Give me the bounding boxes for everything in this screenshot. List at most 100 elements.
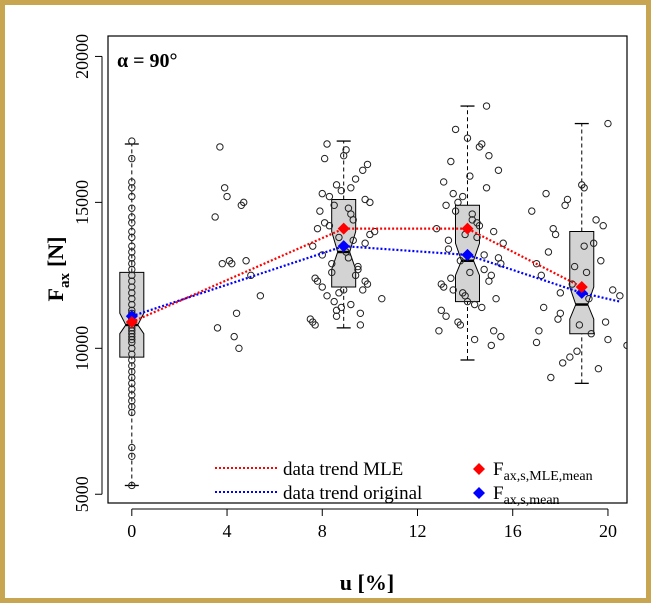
data-point <box>354 265 362 274</box>
data-point <box>580 242 588 250</box>
data-point <box>594 365 603 373</box>
data-point <box>320 219 329 227</box>
y-axis-label: Fax [N] <box>43 237 73 302</box>
data-point <box>363 160 372 169</box>
data-point <box>211 213 219 221</box>
y-tick-label: 5000 <box>72 476 92 512</box>
legend-mle-point-sub: ax,s,MLE,mean <box>504 469 593 484</box>
data-point <box>128 283 136 291</box>
data-point <box>539 303 548 312</box>
data-point <box>487 271 495 280</box>
data-point <box>442 312 450 320</box>
data-point <box>585 294 593 303</box>
data-point <box>537 271 545 280</box>
data-point <box>128 391 136 399</box>
mean-mle-marker <box>337 222 350 235</box>
data-point <box>128 338 136 347</box>
data-point <box>361 277 369 285</box>
data-point <box>466 268 474 277</box>
legend-orig-line: data trend original <box>283 483 422 504</box>
y-label-unit: [N] <box>43 237 68 268</box>
data-point <box>128 335 136 344</box>
data-point <box>242 257 250 265</box>
data-point <box>547 373 555 382</box>
x-tick-label: 4 <box>223 521 232 541</box>
data-point <box>466 172 474 180</box>
data-point <box>599 222 607 230</box>
data-point <box>435 327 443 335</box>
data-point <box>128 271 136 280</box>
data-point <box>566 353 574 361</box>
data-point <box>604 119 612 128</box>
data-point <box>451 125 460 134</box>
data-point <box>332 181 341 189</box>
data-point <box>309 242 317 250</box>
data-point <box>128 350 136 358</box>
data-point <box>325 192 334 201</box>
data-point <box>559 359 567 367</box>
y-label-main: F <box>43 288 68 301</box>
data-point <box>451 207 460 215</box>
data-point <box>128 452 136 460</box>
data-point <box>335 233 343 242</box>
data-point <box>359 166 367 174</box>
legend-mle-line: data trend MLE <box>283 459 403 480</box>
data-point <box>549 224 557 233</box>
legend-mle-point-main: F <box>493 459 504 480</box>
data-point <box>232 309 241 317</box>
data-point <box>128 481 136 490</box>
data-point <box>337 186 346 195</box>
scatter-layer <box>128 102 627 490</box>
data-point <box>473 219 481 227</box>
x-tick-label: 16 <box>504 521 522 541</box>
data-point <box>447 157 455 166</box>
data-point <box>494 166 503 174</box>
data-point <box>235 344 243 353</box>
data-point <box>128 402 136 411</box>
legend-mle-point-marker <box>473 463 485 475</box>
data-point <box>128 242 136 250</box>
trend-line-original <box>131 245 621 318</box>
data-point <box>459 289 467 297</box>
data-point <box>456 257 465 265</box>
data-point <box>218 259 226 268</box>
mean-mle-marker <box>125 316 138 329</box>
data-point <box>311 274 319 282</box>
data-point <box>128 443 136 452</box>
data-point <box>454 198 462 207</box>
data-point <box>570 262 579 271</box>
data-point <box>128 385 136 393</box>
data-point <box>563 195 572 204</box>
data-point <box>328 259 336 268</box>
x-tick-label: 8 <box>318 521 327 541</box>
data-point <box>339 151 348 160</box>
data-point <box>128 397 136 405</box>
legend: data trend MLE data trend original Fax,s… <box>215 459 593 508</box>
data-point <box>128 248 136 256</box>
data-point <box>240 198 248 207</box>
data-point <box>128 367 136 376</box>
data-point <box>128 300 136 309</box>
alpha-annotation: α = 90° <box>117 50 178 72</box>
data-point <box>480 265 488 274</box>
data-point <box>623 341 627 350</box>
y-tick-label: 20000 <box>72 34 92 79</box>
y-tick-label: 15000 <box>72 180 92 225</box>
data-point <box>351 175 360 183</box>
data-point <box>361 239 369 247</box>
data-point <box>128 332 136 341</box>
data-point <box>128 408 136 417</box>
data-point <box>128 362 136 370</box>
x-tick-label: 20 <box>599 521 617 541</box>
data-point <box>230 332 238 341</box>
trend-lines <box>131 227 621 324</box>
data-point <box>444 236 453 245</box>
data-point <box>592 216 600 224</box>
data-point <box>478 303 486 312</box>
data-point <box>497 332 505 341</box>
data-point <box>128 373 136 382</box>
data-point <box>330 297 338 306</box>
data-point <box>485 151 493 160</box>
data-point <box>480 251 488 259</box>
